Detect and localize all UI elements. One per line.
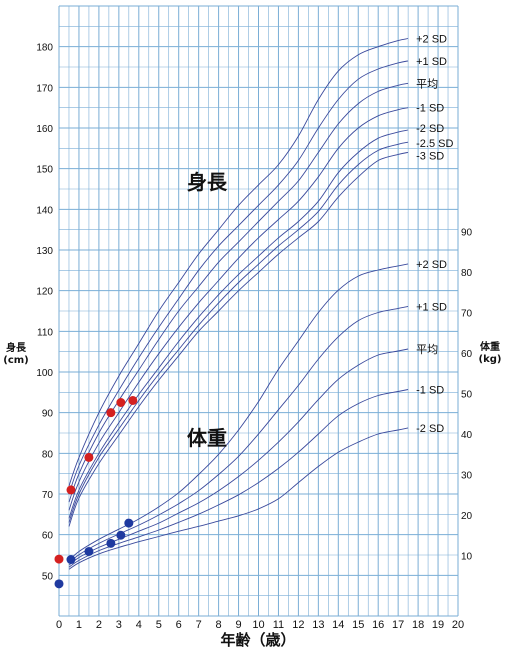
x-tick-label: 14 [332, 619, 344, 631]
height-section-label: 身長 [187, 170, 228, 194]
weight-curve-label: +1 SD [416, 301, 447, 313]
height-measurement-point [116, 398, 126, 407]
height-curve-label: 平均 [416, 77, 438, 90]
left-tick-label: 160 [36, 124, 53, 135]
x-tick-label: 7 [196, 619, 202, 631]
right-tick-label: 20 [461, 511, 473, 522]
x-tick-label: 11 [273, 619, 284, 631]
right-tick-label: 80 [461, 268, 473, 279]
left-tick-label: 100 [36, 368, 53, 379]
left-tick-label: 180 [36, 43, 53, 54]
weight-curve [68, 348, 409, 566]
x-tick-label: 13 [312, 619, 324, 631]
right-tick-label: 30 [461, 471, 473, 482]
sd-curves [68, 38, 409, 570]
height-curve-label: -2.5 SD [416, 138, 453, 150]
x-tick-label: 0 [56, 619, 62, 631]
weight-measurement-point [124, 518, 134, 528]
x-tick-label: 20 [452, 619, 464, 631]
height-curve-label: -2 SD [416, 123, 444, 135]
curve-labels: +2 SD +1 SD 平均 -1 SD -2 SD -2.5 SD-3 SD +2 SD +… [416, 34, 453, 435]
height-curve [68, 38, 409, 487]
right-tick-label: 10 [461, 552, 473, 563]
weight-measurement-point [66, 555, 76, 565]
left-tick-label: 150 [36, 165, 53, 176]
left-tick-label: 90 [42, 409, 54, 420]
left-tick-label: 170 [36, 83, 53, 94]
x-tick-label: 4 [136, 619, 142, 631]
x-tick-label: 9 [235, 619, 241, 631]
measurement-markers [54, 395, 138, 589]
right-tick-label: 40 [461, 430, 473, 441]
x-tick-label: 6 [176, 619, 182, 631]
height-measurement-point [128, 395, 138, 405]
weight-curve [68, 427, 409, 570]
x-tick-label: 10 [252, 619, 264, 631]
right-axis-label-line2: (kg) [479, 354, 502, 365]
right-tick-label: 90 [461, 228, 473, 239]
x-tick-label: 19 [432, 619, 444, 631]
height-curve [68, 129, 409, 519]
left-tick-label: 110 [37, 327, 53, 338]
right-tick-label: 70 [461, 309, 473, 320]
weight-measurement-point [106, 538, 116, 548]
x-tick-label: 16 [372, 619, 384, 631]
x-tick-label: 3 [116, 619, 122, 631]
x-tick-label: 2 [96, 619, 102, 631]
x-tick-label: 1 [76, 619, 82, 631]
height-curve [68, 151, 409, 527]
weight-measurement-point [84, 546, 94, 556]
height-curve-label: -3 SD [416, 150, 444, 162]
weight-curve [68, 389, 409, 568]
height-measurement-point [106, 408, 116, 418]
left-tick-label: 140 [36, 205, 53, 216]
left-axis-label-line2: (cm) [3, 355, 29, 366]
height-measurement-point [84, 452, 94, 462]
x-tick-label: 12 [292, 619, 304, 631]
weight-curve-label: -2 SD [416, 423, 444, 435]
left-tick-label: 60 [42, 531, 54, 542]
x-tick-label: 17 [392, 619, 404, 631]
height-curve-label: +2 SD [416, 34, 447, 46]
x-tick-label: 18 [412, 619, 424, 631]
right-axis-label-line1: 体重 [480, 340, 500, 353]
height-measurement-point [54, 554, 64, 564]
weight-measurement-point [116, 530, 126, 540]
weight-curve-label: 平均 [416, 343, 438, 356]
left-tick-label: 130 [36, 246, 53, 257]
weight-curve-label: +2 SD [416, 259, 447, 271]
left-tick-label: 70 [42, 490, 54, 501]
height-curve-label: -1 SD [416, 103, 444, 115]
height-curve-label: +1 SD [416, 56, 447, 68]
height-curve [68, 60, 409, 495]
left-tick-label: 50 [42, 571, 54, 582]
left-tick-label: 120 [36, 287, 53, 298]
grid [58, 5, 459, 617]
right-tick-label: 50 [461, 390, 473, 401]
weight-curve-label: -1 SD [416, 384, 444, 396]
right-tick-label: 60 [461, 349, 473, 360]
left-axis-label-line1: 身長 [6, 341, 27, 354]
x-tick-label: 8 [216, 619, 222, 631]
x-tick-label: 5 [156, 619, 162, 631]
x-tick-label: 15 [352, 619, 364, 631]
left-tick-label: 80 [42, 449, 54, 460]
weight-measurement-point [54, 579, 64, 589]
height-measurement-point [66, 485, 76, 495]
height-curve [68, 107, 409, 511]
weight-curve [68, 263, 409, 561]
height-curve [68, 141, 409, 523]
x-axis-title: 年齢（歳） [220, 631, 295, 649]
weight-section-label: 体重 [187, 426, 227, 450]
axis-ticks: 5060708090100110120130140150160170180102… [36, 43, 472, 631]
